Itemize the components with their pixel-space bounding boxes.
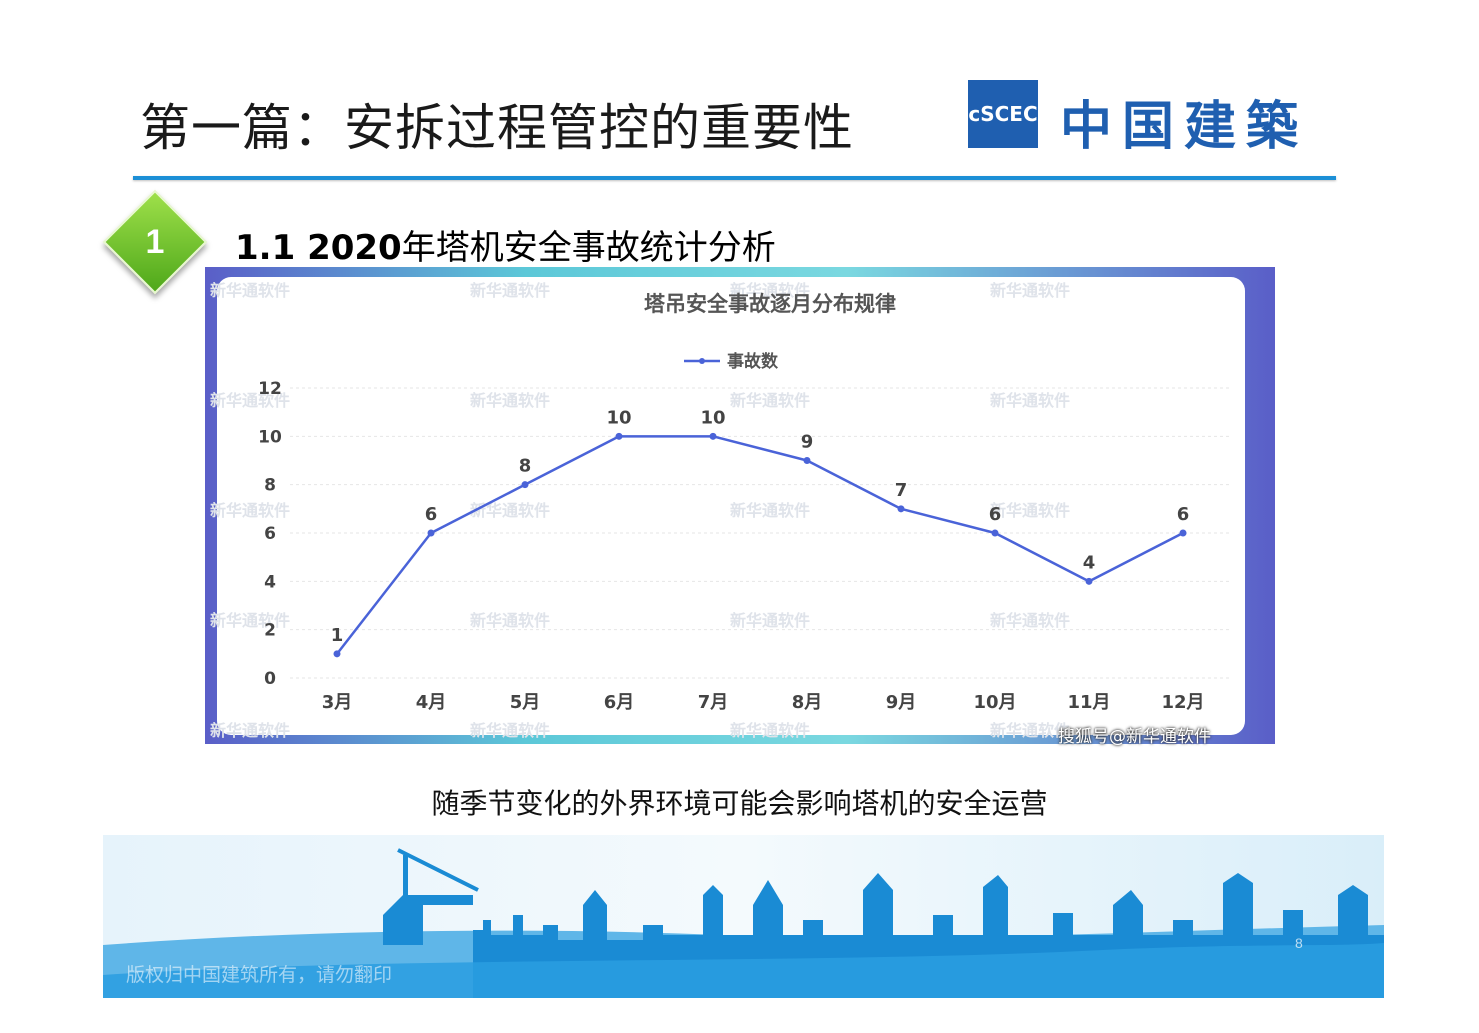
section-title-prefix: 1.1 2020 <box>235 228 402 268</box>
section-title-rest: 年塔机安全事故统计分析 <box>401 228 776 268</box>
section-title: 1.1 2020年塔机安全事故统计分析 <box>235 220 776 269</box>
caption: 随季节变化的外界环境可能会影响塔机的安全运营 <box>431 787 1048 820</box>
section-number: 1 <box>145 222 165 261</box>
logo-mark: cSCEC <box>968 80 1038 148</box>
image-credit: 搜狐号@新华通软件 <box>1058 727 1211 747</box>
page-number: 8 <box>1295 935 1303 951</box>
city-skyline-footer <box>103 835 1384 998</box>
chart-panel <box>217 277 1245 735</box>
copyright-notice: 版权归中国建筑所有，请勿翻印 <box>126 964 393 986</box>
title-divider <box>133 176 1336 180</box>
logo-text: 中国建築 <box>1060 97 1309 157</box>
slide-title: 第一篇：安拆过程管控的重要性 <box>140 99 854 157</box>
